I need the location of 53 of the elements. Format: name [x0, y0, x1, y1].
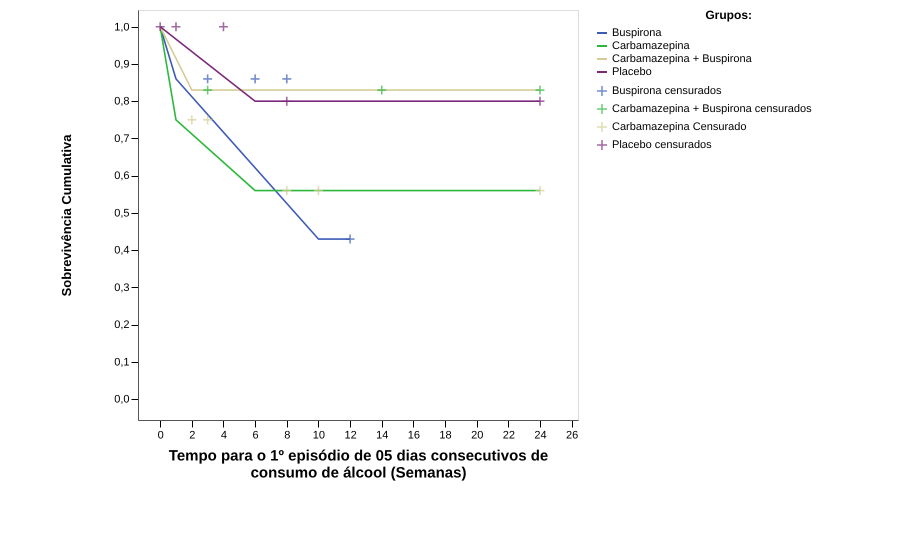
legend-title: Grupos: — [705, 8, 752, 22]
point — [186, 114, 198, 126]
point — [282, 74, 292, 84]
legend-label: Carbamazepina + Buspirona — [612, 53, 753, 65]
y-axis-title: Sobrevivência Cumulativa — [59, 134, 74, 296]
point — [202, 84, 213, 96]
point — [154, 21, 166, 32]
legend-label: Carbamazepina + Buspirona censurados — [612, 103, 812, 115]
legend-label: Buspirona — [612, 27, 662, 39]
x-tick-label: 0 — [158, 430, 164, 442]
point — [282, 185, 292, 196]
x-tick-label: 12 — [344, 430, 357, 442]
point — [218, 21, 229, 32]
point — [282, 96, 292, 107]
legend-label: Placebo censurados — [612, 139, 712, 151]
point — [534, 96, 546, 107]
x-tick-label: 14 — [376, 430, 388, 442]
y-tick-label: 0,5 — [114, 207, 130, 220]
y-tick-label: 0,0 — [114, 394, 130, 406]
legend-label: Placebo — [612, 66, 652, 78]
y-tick-label: 0,7 — [114, 132, 130, 145]
y-tick-label: 0,9 — [114, 58, 130, 70]
point — [344, 234, 356, 244]
x-tick-label: 8 — [284, 430, 290, 442]
legend-label: Carbamazepina Censurado — [612, 121, 747, 133]
x-tick-label: 2 — [189, 430, 196, 442]
y-tick-label: 0,3 — [114, 282, 130, 294]
point — [534, 84, 546, 96]
point — [202, 114, 213, 126]
point — [170, 21, 182, 32]
point — [534, 185, 546, 196]
x-tick-label: 6 — [252, 430, 259, 442]
point — [376, 84, 388, 96]
x-axis-title: Tempo para o 1º episódio de 05 dias consecutivos de consumo de álcool (Semanas) — [168, 448, 548, 482]
point — [202, 74, 213, 84]
point — [250, 74, 260, 84]
y-tick-label: 1,0 — [114, 21, 130, 34]
x-tick-label: 26 — [566, 430, 578, 442]
y-tick-label: 0,4 — [114, 244, 130, 257]
x-tick-label: 22 — [502, 430, 515, 442]
legend-label: Carbamazepina — [612, 40, 691, 52]
legend-label: Buspirona censurados — [612, 85, 722, 97]
x-tick-label: 24 — [534, 430, 547, 442]
x-tick-label: 4 — [220, 430, 228, 442]
y-tick-label: 0,6 — [114, 170, 130, 182]
x-tick-label: 16 — [408, 430, 420, 442]
x-tick-label: 20 — [471, 430, 484, 442]
y-tick-label: 0,1 — [114, 356, 130, 368]
point — [313, 185, 324, 196]
y-tick-label: 0,2 — [114, 319, 130, 332]
x-tick-label: 10 — [312, 430, 326, 442]
x-tick-label: 18 — [439, 430, 452, 442]
y-tick-label: 0,8 — [114, 96, 130, 108]
